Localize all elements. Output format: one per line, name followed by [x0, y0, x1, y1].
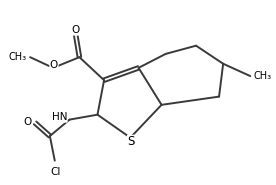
Text: O: O — [50, 60, 58, 70]
Text: CH₃: CH₃ — [9, 52, 27, 62]
Text: O: O — [71, 25, 79, 35]
Text: O: O — [23, 117, 32, 127]
Text: HN: HN — [52, 112, 67, 122]
Text: S: S — [128, 135, 135, 148]
Text: CH₃: CH₃ — [254, 71, 272, 81]
Text: Cl: Cl — [51, 167, 61, 177]
